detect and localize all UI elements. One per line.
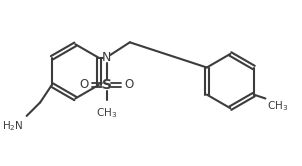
Text: CH$_3$: CH$_3$ [96, 106, 117, 120]
Text: O: O [124, 79, 133, 91]
Text: S: S [101, 78, 111, 92]
Text: N: N [102, 51, 111, 64]
Text: O: O [80, 79, 89, 91]
Text: H$_2$N: H$_2$N [2, 119, 24, 133]
Text: CH$_3$: CH$_3$ [267, 99, 289, 113]
